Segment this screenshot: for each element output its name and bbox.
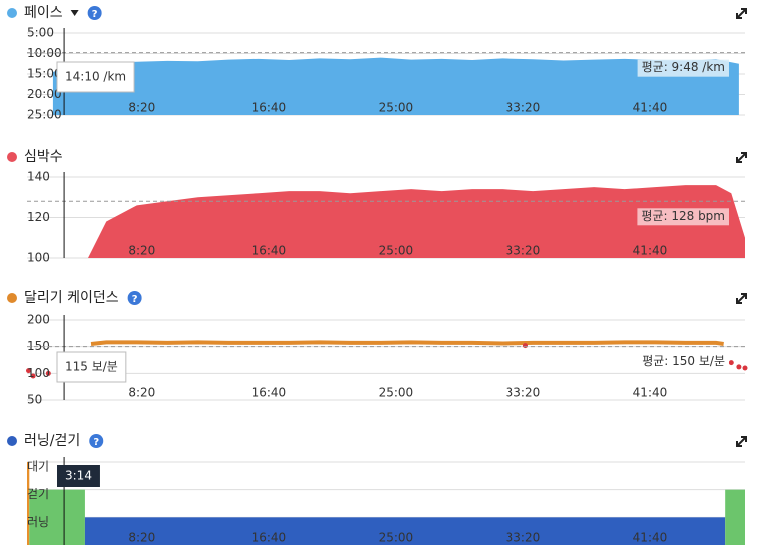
x-tick-label: 41:40 <box>633 531 668 545</box>
x-tick-label: 16:40 <box>252 244 287 258</box>
y-tick-label: 120 <box>27 210 50 224</box>
expand-arrow <box>736 293 747 304</box>
tooltip-bg <box>57 465 100 487</box>
average-label-bg <box>637 59 729 77</box>
segment <box>725 489 745 545</box>
dropdown-arrow[interactable] <box>70 10 79 16</box>
point <box>736 364 742 370</box>
x-tick-label: 25:00 <box>379 244 414 258</box>
y-tick-label: 대기 <box>27 460 49 474</box>
y-tick-label: 25:00 <box>27 108 62 122</box>
x-tick-label: 8:20 <box>128 386 155 400</box>
segment <box>27 462 30 545</box>
tooltip-bg <box>56 351 127 383</box>
x-tick-label: 16:40 <box>252 531 287 545</box>
point <box>522 343 528 349</box>
help-icon[interactable]: ? <box>87 6 102 20</box>
average-text: 평균: 150 보/분 <box>642 354 725 368</box>
expand-icon[interactable] <box>736 152 747 163</box>
chart-title: 심박수 <box>24 149 63 165</box>
legend-dot <box>7 293 17 303</box>
x-tick-label: 33:20 <box>506 244 541 258</box>
x-tick-label: 41:40 <box>633 386 668 400</box>
y-tick-label: 100 <box>27 251 50 265</box>
legend-dot <box>7 436 17 446</box>
legend-dot <box>7 152 17 162</box>
tooltip-text: 3:14 <box>65 469 92 483</box>
y-tick-label: 140 <box>27 170 50 184</box>
point <box>26 368 32 374</box>
y-tick-label: 50 <box>27 393 42 407</box>
tooltip-bg <box>56 61 135 93</box>
x-tick-label: 25:00 <box>379 101 414 115</box>
x-tick-label: 8:20 <box>128 244 155 258</box>
chart-title: 페이스 <box>24 5 63 21</box>
x-tick-label: 41:40 <box>633 244 668 258</box>
segment <box>84 517 726 545</box>
point <box>30 373 36 379</box>
expand-arrow <box>736 152 747 163</box>
x-tick-label: 16:40 <box>252 386 287 400</box>
tooltip: 14:10 /km <box>56 61 135 93</box>
x-tick-label: 8:20 <box>128 101 155 115</box>
y-tick-label: 20:00 <box>27 87 62 101</box>
help-circle <box>127 291 142 305</box>
y-tick-label: 걷기 <box>27 487 49 501</box>
tooltip: 115 보/분 <box>56 351 127 383</box>
tooltip-text: 14:10 /km <box>65 70 126 84</box>
point <box>742 365 748 371</box>
x-tick-label: 16:40 <box>252 101 287 115</box>
help-circle <box>87 6 102 20</box>
tooltip: 3:14 <box>57 465 100 487</box>
x-tick-label: 25:00 <box>379 386 414 400</box>
x-tick-label: 25:00 <box>379 531 414 545</box>
y-tick-label: 러닝 <box>27 515 49 529</box>
y-tick-label: 5:00 <box>27 26 54 40</box>
y-tick-label: 200 <box>27 313 50 327</box>
expand-arrow <box>736 436 747 447</box>
chart-title: 달리기 케이던스 <box>24 290 119 306</box>
average-label: 평균: 128 bpm <box>637 208 729 226</box>
point <box>45 370 51 376</box>
y-tick-label: 15:00 <box>27 67 62 81</box>
tooltip-text: 115 보/분 <box>65 360 118 374</box>
average-text: 평균: 128 bpm <box>641 209 725 223</box>
help-circle <box>89 434 104 448</box>
segment <box>29 489 85 545</box>
expand-icon[interactable] <box>736 293 747 304</box>
help-mark: ? <box>132 294 138 305</box>
area <box>52 57 739 115</box>
chart-title: 러닝/걷기 <box>24 433 80 449</box>
x-tick-label: 8:20 <box>128 531 155 545</box>
help-mark: ? <box>92 9 98 20</box>
x-tick-label: 33:20 <box>506 531 541 545</box>
average-text: 평균: 9:48 /km <box>642 60 725 74</box>
help-mark: ? <box>93 437 99 448</box>
line <box>90 340 724 346</box>
expand-icon[interactable] <box>736 8 747 19</box>
expand-arrow <box>736 8 747 19</box>
y-tick-label: 150 <box>27 339 50 353</box>
point <box>728 360 734 366</box>
average-label-bg <box>638 353 729 371</box>
average-label: 평균: 9:48 /km <box>637 59 729 77</box>
help-icon[interactable]: ? <box>127 291 142 305</box>
expand-icon[interactable] <box>736 436 747 447</box>
y-tick-label: 100 <box>27 366 50 380</box>
help-icon[interactable]: ? <box>89 434 104 448</box>
x-tick-label: 41:40 <box>633 101 668 115</box>
average-label-bg <box>637 208 729 226</box>
x-tick-label: 33:20 <box>506 101 541 115</box>
area <box>87 185 746 258</box>
legend-dot <box>7 8 17 18</box>
average-label: 평균: 150 보/분 <box>638 353 729 371</box>
x-tick-label: 33:20 <box>506 386 541 400</box>
